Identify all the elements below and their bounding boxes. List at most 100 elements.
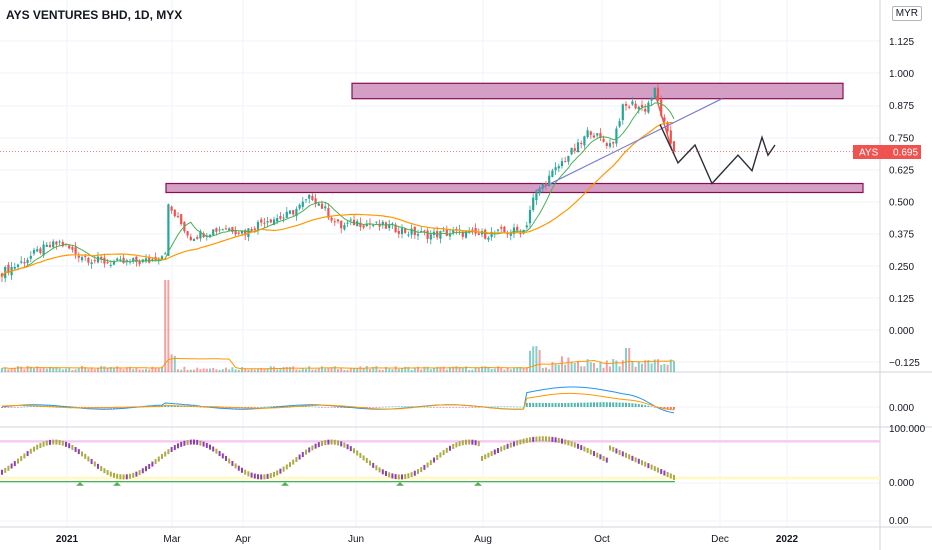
histogram-bar [567, 402, 570, 407]
currency-button[interactable]: MYR [891, 6, 922, 21]
volume-bar [4, 367, 7, 372]
histogram-bar [253, 407, 256, 408]
oscillator-candle [237, 465, 240, 471]
volume-bar [567, 357, 570, 372]
oscillator-candle [212, 446, 215, 452]
histogram-bar [641, 404, 643, 407]
candle [32, 249, 36, 254]
oscillator-candle [410, 472, 413, 478]
oscillator-candle [663, 470, 666, 476]
volume-bar [477, 367, 480, 372]
histogram-bar [500, 406, 503, 408]
oscillator-candle [17, 458, 19, 464]
candle [244, 230, 247, 236]
volume-bar [26, 366, 29, 372]
time-label: Mar [163, 534, 181, 545]
volume-bar [362, 368, 365, 372]
volume-bar [273, 366, 275, 372]
oscillator-candle [423, 464, 426, 470]
oscillator-pane[interactable] [0, 436, 880, 486]
volume-bar [231, 367, 234, 372]
candle [250, 228, 253, 231]
volume-bar [481, 366, 483, 372]
candle [525, 225, 528, 228]
oscillator-candle [132, 472, 135, 478]
trendline[interactable] [534, 98, 723, 192]
price-pane[interactable] [0, 82, 864, 372]
volume-bar [397, 368, 400, 372]
volume-bar [401, 368, 403, 372]
oscillator-candle [497, 447, 499, 453]
time-label: Aug [474, 534, 492, 545]
histogram-bar [394, 406, 397, 408]
volume-bar [666, 364, 669, 372]
candle [23, 262, 26, 264]
candle [551, 170, 554, 177]
resistance-support-zones[interactable] [165, 82, 864, 194]
volume-bar [116, 366, 119, 372]
candle [586, 130, 589, 138]
oscillator-candle [426, 462, 429, 468]
candle [509, 233, 512, 236]
volume-bar [333, 366, 336, 372]
time-axis[interactable]: 2021 Mar Apr Jun Aug Oct Dec 2022 [56, 534, 799, 545]
oscillator-candle [369, 460, 371, 466]
histogram-bar [343, 407, 346, 408]
macd-pane[interactable] [1, 386, 675, 414]
volume-bar [653, 359, 656, 372]
candle [452, 230, 455, 233]
candle [279, 215, 282, 219]
histogram-bar [519, 406, 522, 408]
histogram-bar [23, 406, 26, 408]
histogram-bar [10, 407, 13, 408]
oscillator-candle [644, 461, 647, 467]
volume-bar [589, 362, 592, 372]
volume-bar [420, 369, 423, 372]
oscillator-candle [452, 443, 455, 449]
volume-bar [218, 369, 221, 372]
candle [567, 155, 570, 162]
histogram-bar [167, 405, 170, 407]
volume-bar [461, 368, 464, 372]
histogram-bar [26, 406, 29, 408]
candle [445, 229, 448, 236]
volume-bar [385, 367, 387, 372]
price-axis[interactable]: 1.125 1.000 0.875 0.750 0.625 0.500 0.375 0.250… [889, 37, 920, 369]
oscillator-candle [65, 441, 67, 447]
histogram-bar [266, 406, 269, 408]
histogram-bar [193, 406, 195, 407]
candle [148, 257, 151, 263]
candle [212, 229, 215, 236]
volume-bar [641, 363, 643, 372]
volume-bar [170, 354, 173, 372]
oscillator-candle [407, 473, 410, 479]
volume-bar [7, 369, 10, 372]
histogram-bar [449, 407, 451, 408]
volume-bar [452, 366, 455, 372]
time-label: Apr [235, 534, 251, 545]
histogram-bar [250, 407, 253, 408]
oscillator-candle [583, 446, 586, 452]
price-tick-label: 0.000 [889, 326, 914, 337]
oscillator-candle [314, 443, 317, 449]
candle [461, 231, 464, 237]
candle [490, 231, 493, 238]
histogram-bar [4, 407, 7, 408]
candle [100, 256, 103, 260]
volume-bar [266, 368, 269, 372]
candle [304, 199, 308, 201]
histogram-bar [653, 407, 656, 408]
price-tick-label: 1.125 [889, 37, 914, 48]
projection-path[interactable] [659, 124, 776, 185]
volume-bar [365, 366, 368, 372]
candle [640, 104, 644, 108]
oscillator-candle [506, 443, 509, 449]
buy-signal [113, 482, 121, 486]
histogram-bar [458, 407, 461, 408]
volume-bar [103, 366, 106, 372]
oscillator-candle [10, 463, 13, 469]
oscillator-candle [103, 468, 106, 474]
candle [189, 236, 192, 241]
candle [269, 219, 272, 223]
